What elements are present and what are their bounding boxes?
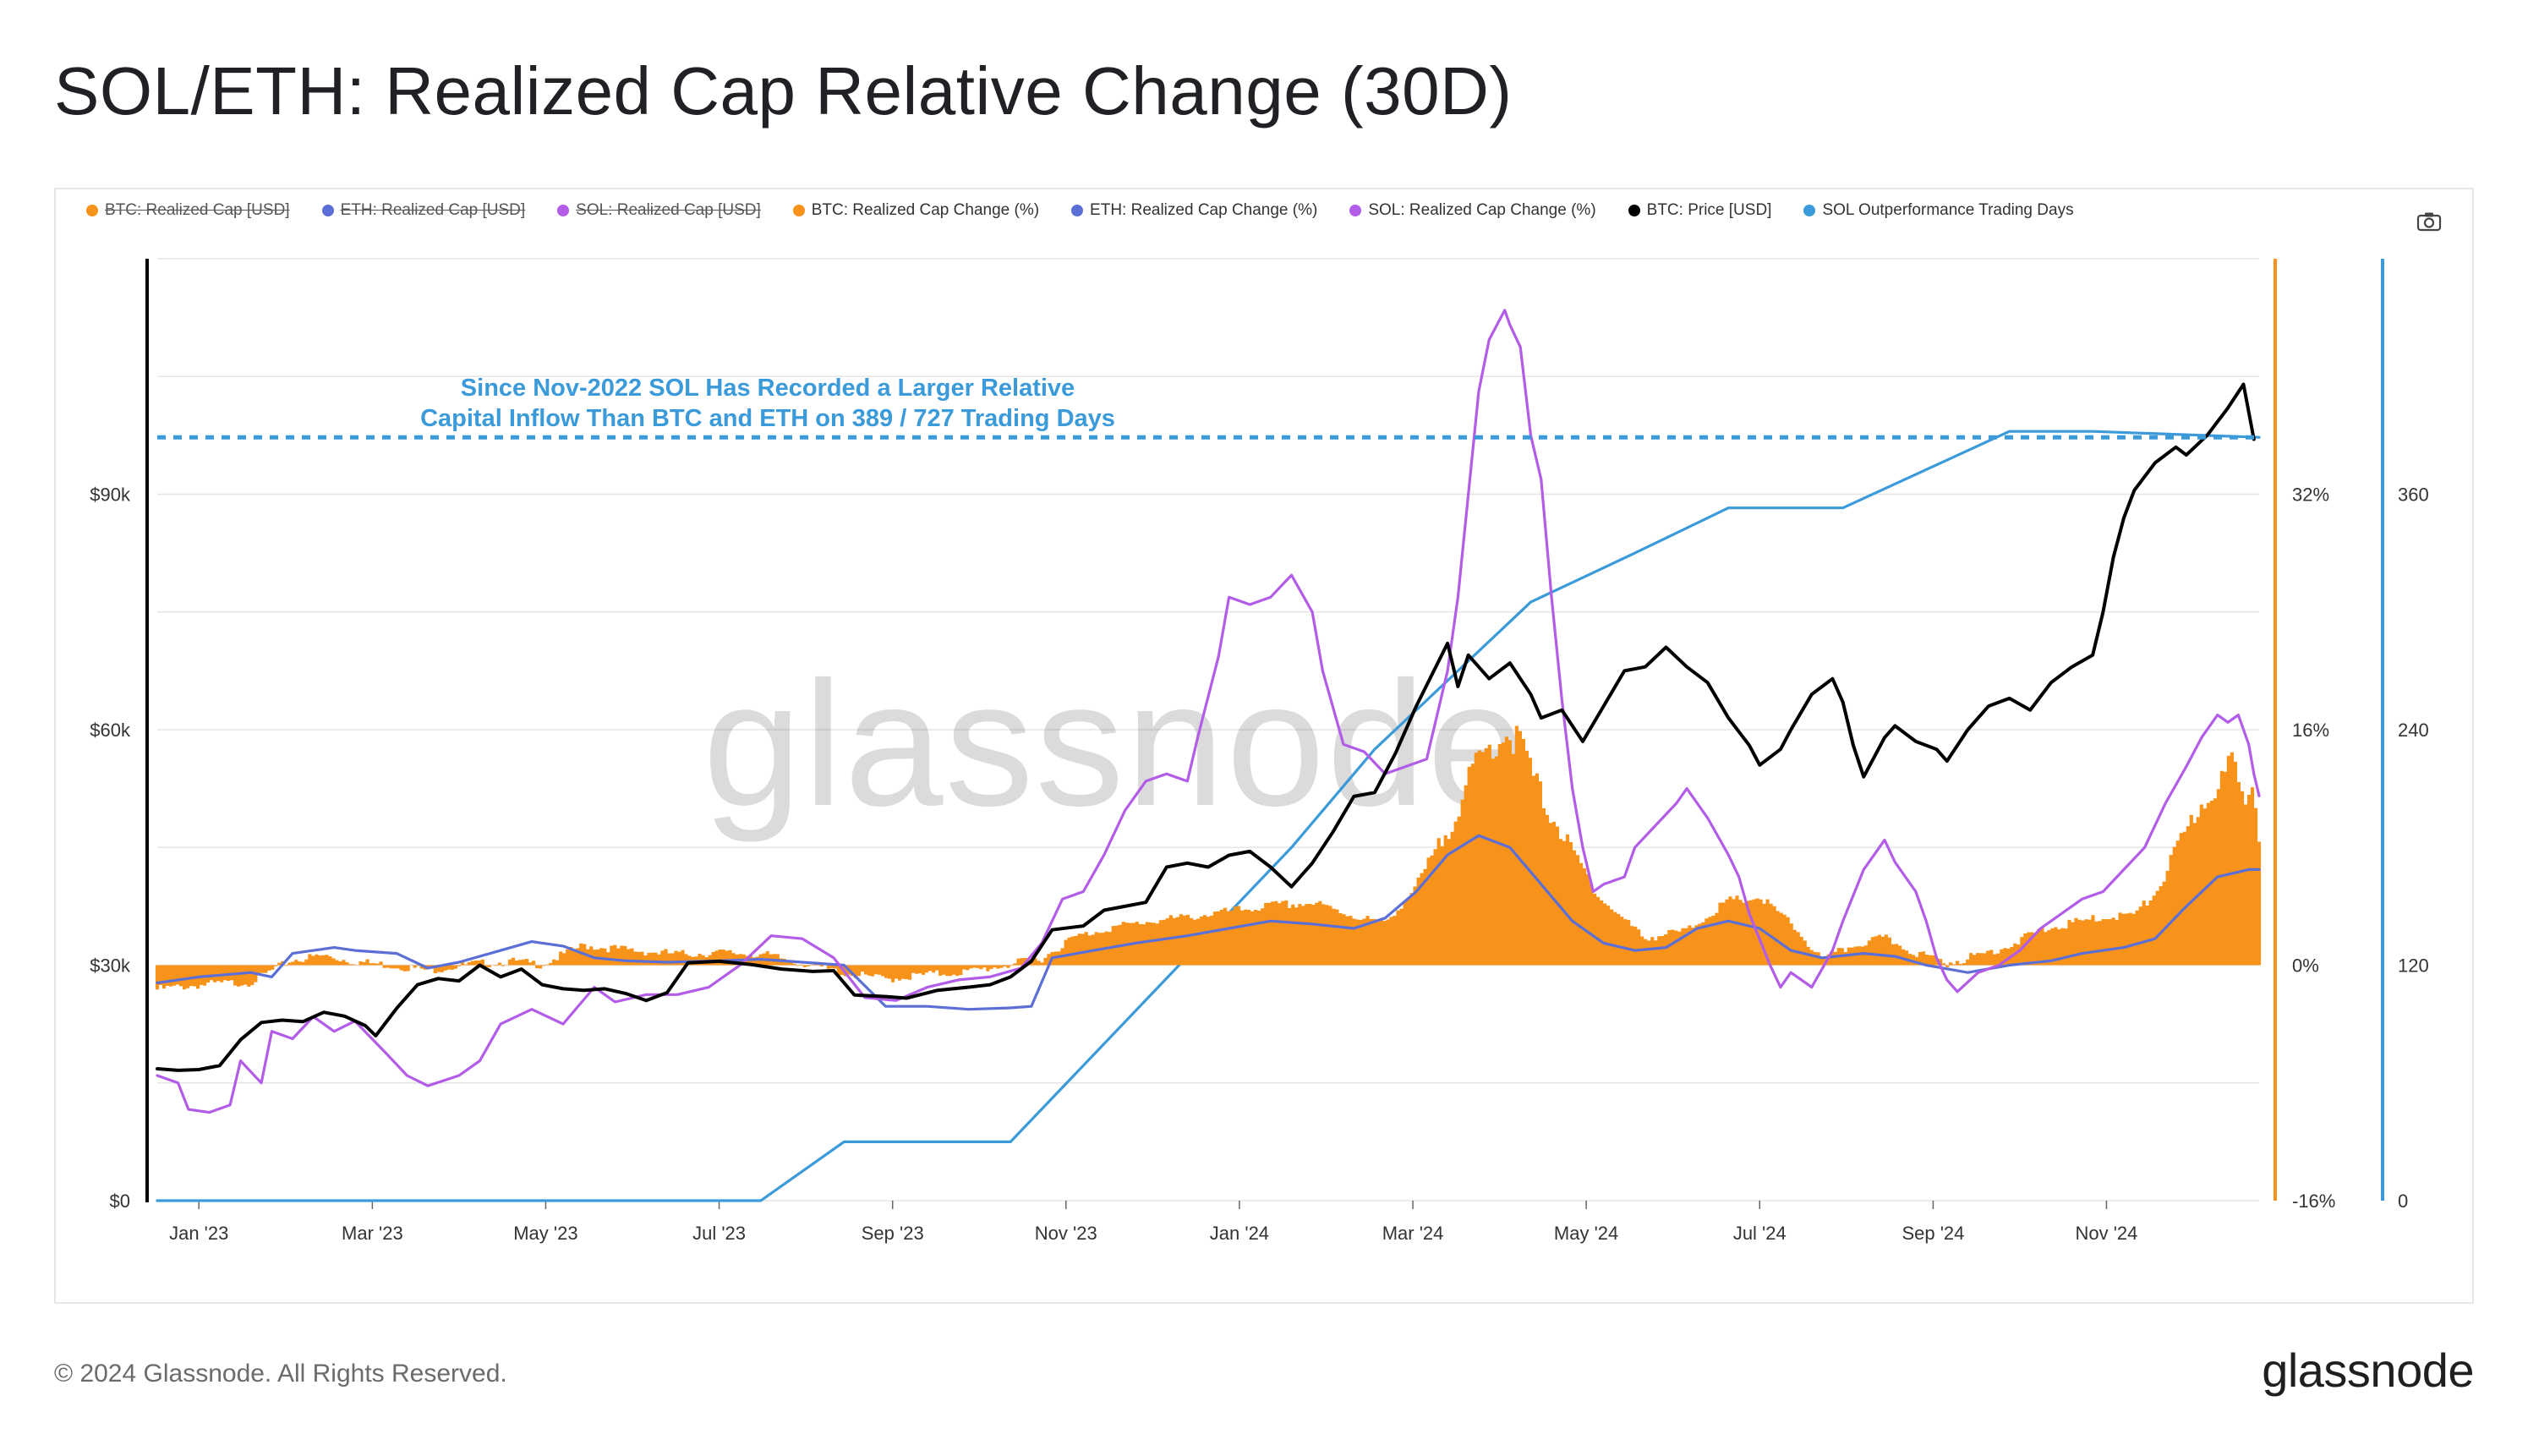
legend-dot-icon: [1628, 205, 1640, 216]
legend-dot-icon: [321, 205, 334, 216]
x-tick-label: May '24: [1554, 1223, 1618, 1244]
x-tick-label: Jul '23: [692, 1223, 746, 1244]
watermark-text: glassnode: [703, 644, 1527, 843]
sol-outperformance-days-line: [156, 430, 2261, 1202]
btc-price-line: [156, 382, 2256, 1072]
legend-label: SOL: Realized Cap [USD]: [576, 201, 761, 219]
x-tick-label: Jan '24: [1210, 1223, 1269, 1244]
legend-label: BTC: Realized Cap [USD]: [105, 201, 290, 219]
price-tick-label: $0: [110, 1191, 130, 1212]
legend-item[interactable]: BTC: Realized Cap [USD]: [86, 201, 290, 220]
page-title: SOL/ETH: Realized Cap Relative Change (3…: [54, 53, 1513, 129]
legend-dot-icon: [86, 205, 98, 216]
x-tick-label: Nov '23: [1035, 1223, 1097, 1244]
legend-label: SOL: Realized Cap Change (%): [1368, 201, 1596, 219]
days-tick-label: 120: [2398, 955, 2429, 977]
x-tick-label: Jul '24: [1733, 1223, 1787, 1244]
days-tick-label: 360: [2398, 484, 2429, 506]
footer-copyright: © 2024 Glassnode. All Rights Reserved.: [54, 1360, 507, 1388]
eth-realized-cap-change-line: [156, 834, 2261, 1011]
x-tick-label: Mar '23: [342, 1223, 403, 1244]
price-tick-label: $60k: [90, 720, 131, 741]
annotation-line-1: Since Nov-2022 SOL Has Recorded a Larger…: [461, 375, 1075, 402]
legend-item[interactable]: SOL: Realized Cap Change (%): [1349, 201, 1596, 220]
legend-label: SOL Outperformance Trading Days: [1822, 201, 2074, 219]
legend-item[interactable]: SOL: Realized Cap [USD]: [557, 201, 761, 220]
x-tick-label: Sep '23: [862, 1223, 924, 1244]
percent-tick-label: -16%: [2292, 1191, 2335, 1212]
x-tick-label: May '23: [513, 1223, 577, 1244]
days-tick-label: 240: [2398, 720, 2429, 741]
glassnode-logo[interactable]: glassnode: [2262, 1344, 2474, 1397]
percent-tick-label: 0%: [2292, 955, 2319, 977]
legend-item[interactable]: BTC: Realized Cap Change (%): [792, 201, 1040, 220]
legend-item[interactable]: ETH: Realized Cap [USD]: [321, 201, 526, 220]
legend-label: BTC: Realized Cap Change (%): [811, 201, 1040, 219]
percent-tick-label: 32%: [2292, 484, 2329, 506]
chart-legend: BTC: Realized Cap [USD] ETH: Realized Cap…: [86, 201, 2074, 220]
legend-item[interactable]: ETH: Realized Cap Change (%): [1071, 201, 1317, 220]
camera-icon[interactable]: [2416, 211, 2442, 232]
annotation-line-2: Capital Inflow Than BTC and ETH on 389 /…: [420, 405, 1115, 432]
x-tick-label: Nov '24: [2076, 1223, 2138, 1244]
x-tick-label: Mar '24: [1382, 1223, 1444, 1244]
x-tick-label: Sep '24: [1901, 1223, 1964, 1244]
legend-label: ETH: Realized Cap [USD]: [340, 201, 526, 219]
legend-label: ETH: Realized Cap Change (%): [1090, 201, 1318, 219]
price-tick-label: $90k: [90, 484, 131, 506]
days-tick-label: 0: [2398, 1191, 2408, 1212]
percent-tick-label: 16%: [2292, 720, 2329, 741]
legend-dot-icon: [1803, 205, 1816, 216]
legend-dot-icon: [1071, 205, 1084, 216]
legend-dot-icon: [792, 205, 805, 216]
legend-label: BTC: Price [USD]: [1646, 201, 1772, 219]
price-tick-label: $30k: [90, 955, 131, 977]
legend-dot-icon: [557, 205, 570, 216]
chart-svg: glassnode $0 $30k $60k $90k -16% 0% 16% 32% 0 120 2…: [90, 258, 2429, 1244]
legend-dot-icon: [1349, 205, 1362, 216]
x-tick-label: Jan '23: [169, 1223, 228, 1244]
sol-realized-cap-change-line: [156, 309, 2261, 1114]
legend-item[interactable]: SOL Outperformance Trading Days: [1803, 201, 2074, 220]
legend-item[interactable]: BTC: Price [USD]: [1628, 201, 1772, 220]
chart-panel: BTC: Realized Cap [USD] ETH: Realized Cap…: [54, 188, 2474, 1304]
